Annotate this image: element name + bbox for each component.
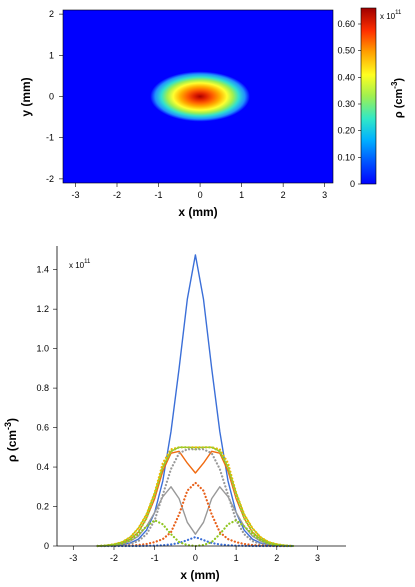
colorbar-tick-label: 0.30 bbox=[337, 99, 355, 109]
heatmap-chart: -3 -2 -1 0 1 2 3 -2 -1 0 1 2 x (mm) y (mm) 0 0.10 0.… bbox=[19, 7, 405, 219]
profile-x-tick-label: 0 bbox=[193, 553, 198, 563]
colorbar-tick-label: 0.60 bbox=[337, 19, 355, 29]
profile-series-line bbox=[96, 446, 295, 548]
heatmap-x-tick-label: -2 bbox=[113, 190, 121, 200]
heatmap-density-blob bbox=[150, 71, 250, 122]
profile-y-tick-label: 0.4 bbox=[36, 462, 49, 472]
profile-x-tick-label: 3 bbox=[315, 553, 320, 563]
heatmap-y-tick-label: -2 bbox=[46, 174, 54, 184]
heatmap-y-axis-label: y (mm) bbox=[19, 77, 33, 116]
profile-chart: -3 -2 -1 0 1 2 3 0 0.2 0.4 0.6 0.8 1.0 1.2 1.4 x 1011… bbox=[3, 246, 346, 582]
profile-y-axis-label-sup: -3 bbox=[3, 422, 13, 430]
heatmap-x-tick-label: 1 bbox=[239, 190, 244, 200]
heatmap-y-tick-label: 0 bbox=[49, 92, 54, 102]
profile-x-ticks: -3 -2 -1 0 1 2 3 bbox=[69, 546, 320, 563]
profile-y-tick-label: 0.8 bbox=[36, 383, 49, 393]
colorbar-tick-label: 0.10 bbox=[337, 152, 355, 162]
profile-y-tick-label: 1.0 bbox=[36, 344, 49, 354]
heatmap-y-tick-label: -1 bbox=[46, 133, 54, 143]
heatmap-x-axis-label: x (mm) bbox=[178, 205, 217, 219]
colorbar-label-base: ρ (cm bbox=[393, 88, 405, 118]
colorbar-tick-label: 0.20 bbox=[337, 126, 355, 136]
heatmap-y-tick-label: 2 bbox=[49, 9, 54, 19]
colorbar-multiplier: x 1011 bbox=[380, 10, 402, 21]
heatmap-x-tick-label: 2 bbox=[281, 190, 286, 200]
profile-multiplier-exp: 11 bbox=[84, 259, 91, 265]
colorbar-multiplier-exp: 11 bbox=[395, 10, 402, 16]
colorbar-label: ρ (cm-3) bbox=[390, 78, 405, 119]
profile-y-tick-label: 1.4 bbox=[36, 265, 49, 275]
colorbar-label-end: ) bbox=[393, 78, 405, 82]
colorbar-tick-label: 0.50 bbox=[337, 46, 355, 56]
colorbar-multiplier-base: x 10 bbox=[380, 12, 396, 21]
profile-y-tick-label: 0 bbox=[44, 541, 49, 551]
profile-series-group bbox=[96, 254, 295, 548]
profile-y-tick-label: 1.2 bbox=[36, 304, 49, 314]
profile-x-axis-label: x (mm) bbox=[180, 568, 219, 582]
profile-x-tick-label: 2 bbox=[274, 553, 279, 563]
profile-series-line bbox=[97, 450, 294, 547]
colorbar-scale bbox=[360, 7, 377, 185]
heatmap-x-tick-label: 3 bbox=[322, 190, 327, 200]
heatmap-y-tick-label: 1 bbox=[49, 50, 54, 60]
colorbar-tick-label: 0.40 bbox=[337, 72, 355, 82]
profile-multiplier: x 1011 bbox=[69, 259, 91, 270]
profile-y-axis-label: ρ (cm-3) bbox=[3, 418, 19, 462]
profile-series-line bbox=[97, 254, 294, 547]
heatmap-x-tick-label: -1 bbox=[155, 190, 163, 200]
profile-y-tick-label: 0.6 bbox=[36, 423, 49, 433]
profile-y-tick-label: 0.2 bbox=[36, 502, 49, 512]
heatmap-x-tick-label: -3 bbox=[71, 190, 79, 200]
colorbar: 0 0.10 0.20 0.30 0.40 0.50 0.60 x 1011 ρ (cm-3… bbox=[337, 7, 405, 189]
profile-series-line bbox=[96, 481, 295, 548]
profile-y-axis-label-base: ρ (cm bbox=[5, 430, 19, 462]
profile-x-tick-label: -1 bbox=[151, 553, 159, 563]
profile-series-line bbox=[96, 446, 295, 548]
heatmap-y-ticks: -2 -1 0 1 2 bbox=[46, 9, 63, 184]
profile-y-axis-label-end: ) bbox=[5, 418, 19, 422]
profile-x-tick-label: 1 bbox=[234, 553, 239, 563]
profile-y-ticks: 0 0.2 0.4 0.6 0.8 1.0 1.2 1.4 bbox=[36, 265, 57, 551]
heatmap-x-ticks: -3 -2 -1 0 1 2 3 bbox=[71, 183, 327, 200]
profile-series-line bbox=[97, 446, 294, 547]
colorbar-ticks: 0 0.10 0.20 0.30 0.40 0.50 0.60 bbox=[337, 19, 361, 189]
profile-series-line bbox=[96, 448, 295, 548]
profile-x-tick-label: -3 bbox=[69, 553, 77, 563]
profile-x-tick-label: -2 bbox=[110, 553, 118, 563]
profile-series-line bbox=[97, 486, 294, 547]
colorbar-tick-label: 0 bbox=[350, 179, 355, 189]
profile-multiplier-base: x 10 bbox=[69, 261, 85, 270]
heatmap-x-tick-label: 0 bbox=[198, 190, 203, 200]
colorbar-label-sup: -3 bbox=[390, 81, 399, 89]
